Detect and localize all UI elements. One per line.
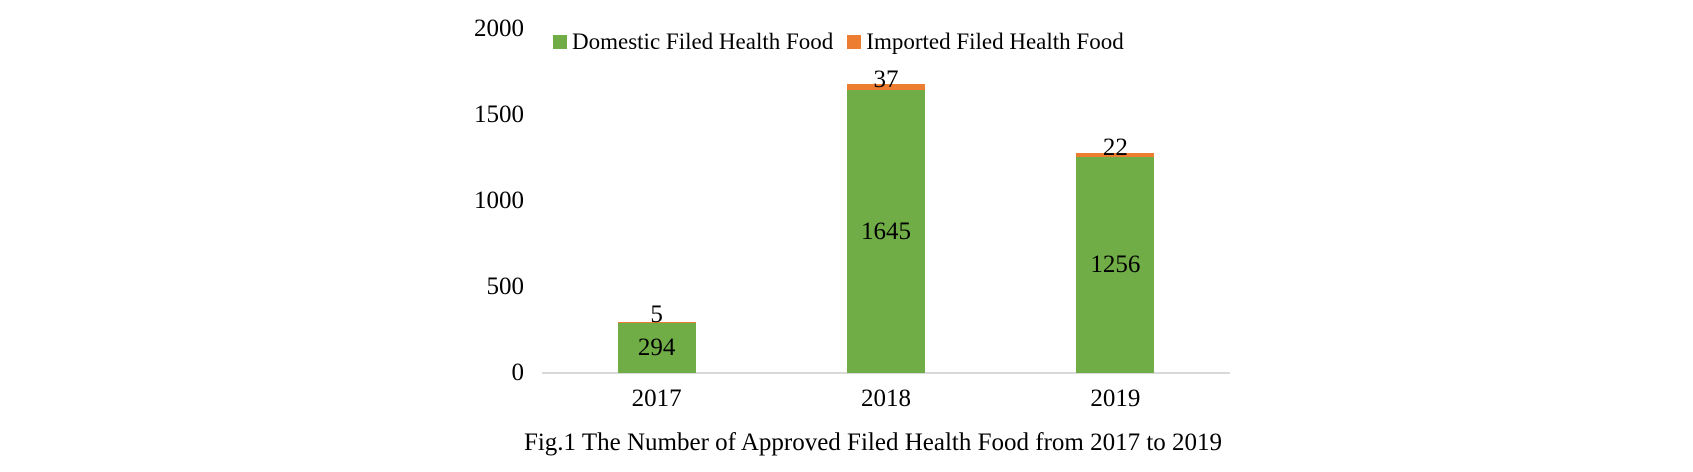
y-axis-tick-label: 1500 xyxy=(474,101,524,128)
domestic-series-swatch-icon xyxy=(553,35,567,49)
imported-bar-segment xyxy=(617,321,696,323)
data-label: 1645 xyxy=(861,217,911,245)
legend-label-domestic: Domestic Filed Health Food xyxy=(572,29,834,54)
figure-caption: Fig.1 The Number of Approved Filed Healt… xyxy=(523,429,1223,456)
data-label: 1256 xyxy=(1090,250,1141,278)
x-axis-category-label: 2018 xyxy=(861,385,911,412)
imported-series-swatch-icon xyxy=(847,35,862,49)
x-axis-line xyxy=(542,372,1230,374)
domestic-bar-segment xyxy=(617,322,696,373)
legend-item-domestic: Domestic Filed Health Food xyxy=(553,28,833,56)
imported-bar-segment xyxy=(847,83,925,91)
legend-label-imported: Imported Filed Health Food xyxy=(866,29,1124,54)
x-axis-category-label: 2017 xyxy=(631,385,682,412)
data-label: 22 xyxy=(1102,134,1128,162)
data-label: 37 xyxy=(873,65,899,93)
y-axis-tick-label: 500 xyxy=(486,273,525,300)
y-axis-tick-label: 1000 xyxy=(474,187,524,214)
y-axis-tick-label: 0 xyxy=(511,359,525,386)
imported-bar-segment xyxy=(1076,153,1155,157)
x-axis-category-label: 2019 xyxy=(1090,385,1141,412)
data-label: 294 xyxy=(637,333,676,361)
domestic-bar-segment xyxy=(1076,156,1155,373)
y-axis-tick-label: 2000 xyxy=(474,15,524,42)
chart-legend: Domestic Filed Health Food Imported File… xyxy=(553,28,1124,56)
domestic-bar-segment xyxy=(847,90,925,373)
legend-item-imported: Imported Filed Health Food xyxy=(847,28,1124,56)
data-label: 5 xyxy=(650,301,663,328)
